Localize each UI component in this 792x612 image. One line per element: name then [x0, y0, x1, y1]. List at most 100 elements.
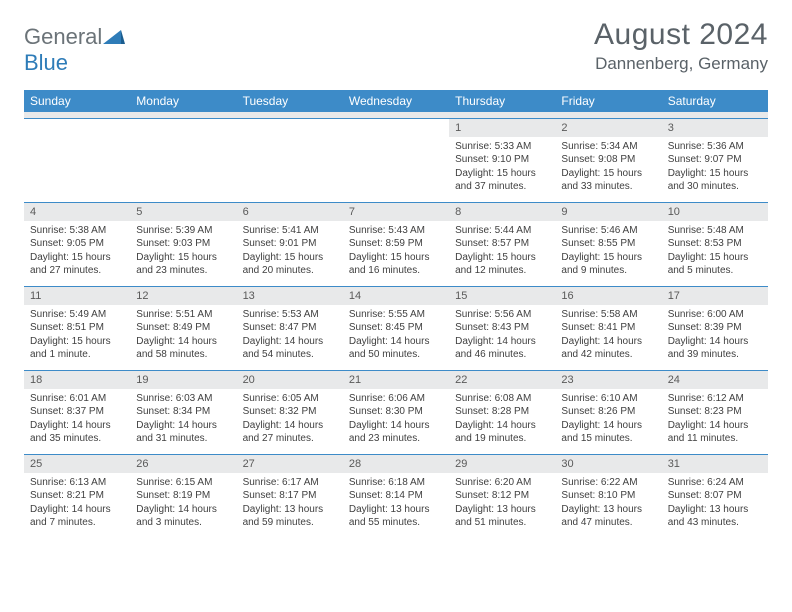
day-detail-cell: Sunrise: 5:33 AMSunset: 9:10 PMDaylight:… — [449, 137, 555, 203]
day-header-cell: Tuesday — [237, 90, 343, 112]
day-detail-cell: Sunrise: 5:38 AMSunset: 9:05 PMDaylight:… — [24, 221, 130, 287]
day-detail-cell: Sunrise: 6:05 AMSunset: 8:32 PMDaylight:… — [237, 389, 343, 455]
day-detail-cell: Sunrise: 6:15 AMSunset: 8:19 PMDaylight:… — [130, 473, 236, 538]
day-number-row: 25262728293031 — [24, 454, 768, 473]
day-detail-cell — [24, 137, 130, 203]
day-detail-cell: Sunrise: 5:48 AMSunset: 8:53 PMDaylight:… — [662, 221, 768, 287]
day-number-cell: 24 — [662, 370, 768, 389]
day-number-cell — [237, 118, 343, 137]
day-detail-cell: Sunrise: 6:08 AMSunset: 8:28 PMDaylight:… — [449, 389, 555, 455]
day-number-cell: 20 — [237, 370, 343, 389]
calendar-table: SundayMondayTuesdayWednesdayThursdayFrid… — [24, 90, 768, 538]
day-detail-cell: Sunrise: 6:17 AMSunset: 8:17 PMDaylight:… — [237, 473, 343, 538]
day-number-cell: 7 — [343, 202, 449, 221]
day-detail-cell: Sunrise: 5:34 AMSunset: 9:08 PMDaylight:… — [555, 137, 661, 203]
brand-logo: GeneralBlue — [24, 24, 125, 76]
day-number-cell: 19 — [130, 370, 236, 389]
day-header-row: SundayMondayTuesdayWednesdayThursdayFrid… — [24, 90, 768, 112]
day-detail-cell: Sunrise: 5:43 AMSunset: 8:59 PMDaylight:… — [343, 221, 449, 287]
day-number-row: 45678910 — [24, 202, 768, 221]
day-number-row: 123 — [24, 118, 768, 137]
day-detail-cell — [237, 137, 343, 203]
day-detail-cell: Sunrise: 6:03 AMSunset: 8:34 PMDaylight:… — [130, 389, 236, 455]
day-detail-cell: Sunrise: 6:10 AMSunset: 8:26 PMDaylight:… — [555, 389, 661, 455]
day-number-cell: 17 — [662, 286, 768, 305]
day-number-cell: 29 — [449, 454, 555, 473]
day-number-cell — [130, 118, 236, 137]
day-number-cell: 12 — [130, 286, 236, 305]
brand-part1: General — [24, 24, 102, 49]
day-detail-cell: Sunrise: 5:46 AMSunset: 8:55 PMDaylight:… — [555, 221, 661, 287]
day-number-cell: 21 — [343, 370, 449, 389]
day-number-cell — [343, 118, 449, 137]
calendar-page: GeneralBlue August 2024 Dannenberg, Germ… — [0, 0, 792, 550]
day-detail-cell: Sunrise: 5:53 AMSunset: 8:47 PMDaylight:… — [237, 305, 343, 371]
title-block: August 2024 Dannenberg, Germany — [594, 18, 768, 74]
day-number-cell: 30 — [555, 454, 661, 473]
day-number-row: 18192021222324 — [24, 370, 768, 389]
day-header-cell: Friday — [555, 90, 661, 112]
day-header-cell: Wednesday — [343, 90, 449, 112]
day-number-cell: 4 — [24, 202, 130, 221]
day-detail-cell: Sunrise: 6:12 AMSunset: 8:23 PMDaylight:… — [662, 389, 768, 455]
calendar-head: SundayMondayTuesdayWednesdayThursdayFrid… — [24, 90, 768, 112]
day-number-cell: 5 — [130, 202, 236, 221]
day-number-cell: 11 — [24, 286, 130, 305]
day-number-cell: 6 — [237, 202, 343, 221]
day-detail-cell: Sunrise: 6:24 AMSunset: 8:07 PMDaylight:… — [662, 473, 768, 538]
day-detail-row: Sunrise: 6:01 AMSunset: 8:37 PMDaylight:… — [24, 389, 768, 455]
day-detail-row: Sunrise: 6:13 AMSunset: 8:21 PMDaylight:… — [24, 473, 768, 538]
day-number-cell: 14 — [343, 286, 449, 305]
day-number-cell: 13 — [237, 286, 343, 305]
day-number-cell: 27 — [237, 454, 343, 473]
day-number-cell: 3 — [662, 118, 768, 137]
day-header-cell: Monday — [130, 90, 236, 112]
day-detail-cell: Sunrise: 6:13 AMSunset: 8:21 PMDaylight:… — [24, 473, 130, 538]
month-title: August 2024 — [594, 18, 768, 52]
calendar-body: 123Sunrise: 5:33 AMSunset: 9:10 PMDaylig… — [24, 112, 768, 538]
day-header-cell: Sunday — [24, 90, 130, 112]
day-detail-cell: Sunrise: 5:36 AMSunset: 9:07 PMDaylight:… — [662, 137, 768, 203]
day-detail-cell: Sunrise: 6:18 AMSunset: 8:14 PMDaylight:… — [343, 473, 449, 538]
day-number-cell: 15 — [449, 286, 555, 305]
day-detail-cell: Sunrise: 5:44 AMSunset: 8:57 PMDaylight:… — [449, 221, 555, 287]
day-number-row: 11121314151617 — [24, 286, 768, 305]
day-number-cell: 25 — [24, 454, 130, 473]
day-detail-cell: Sunrise: 6:01 AMSunset: 8:37 PMDaylight:… — [24, 389, 130, 455]
day-number-cell: 1 — [449, 118, 555, 137]
day-number-cell: 9 — [555, 202, 661, 221]
location: Dannenberg, Germany — [594, 54, 768, 74]
day-detail-cell: Sunrise: 5:41 AMSunset: 9:01 PMDaylight:… — [237, 221, 343, 287]
day-number-cell: 16 — [555, 286, 661, 305]
brand-text: GeneralBlue — [24, 24, 125, 76]
brand-part2: Blue — [24, 50, 68, 75]
day-detail-cell: Sunrise: 5:58 AMSunset: 8:41 PMDaylight:… — [555, 305, 661, 371]
day-number-cell: 31 — [662, 454, 768, 473]
day-detail-cell: Sunrise: 5:49 AMSunset: 8:51 PMDaylight:… — [24, 305, 130, 371]
day-detail-cell: Sunrise: 6:22 AMSunset: 8:10 PMDaylight:… — [555, 473, 661, 538]
day-detail-cell — [130, 137, 236, 203]
day-number-cell: 10 — [662, 202, 768, 221]
day-number-cell: 18 — [24, 370, 130, 389]
day-header-cell: Saturday — [662, 90, 768, 112]
day-detail-cell: Sunrise: 5:55 AMSunset: 8:45 PMDaylight:… — [343, 305, 449, 371]
day-number-cell: 28 — [343, 454, 449, 473]
day-number-cell: 22 — [449, 370, 555, 389]
day-detail-cell: Sunrise: 5:56 AMSunset: 8:43 PMDaylight:… — [449, 305, 555, 371]
day-detail-cell: Sunrise: 5:51 AMSunset: 8:49 PMDaylight:… — [130, 305, 236, 371]
day-detail-cell: Sunrise: 6:20 AMSunset: 8:12 PMDaylight:… — [449, 473, 555, 538]
day-number-cell: 8 — [449, 202, 555, 221]
day-header-cell: Thursday — [449, 90, 555, 112]
sail-icon — [103, 24, 125, 40]
day-detail-row: Sunrise: 5:38 AMSunset: 9:05 PMDaylight:… — [24, 221, 768, 287]
header: GeneralBlue August 2024 Dannenberg, Germ… — [24, 18, 768, 76]
day-detail-row: Sunrise: 5:33 AMSunset: 9:10 PMDaylight:… — [24, 137, 768, 203]
day-detail-cell: Sunrise: 6:00 AMSunset: 8:39 PMDaylight:… — [662, 305, 768, 371]
day-detail-row: Sunrise: 5:49 AMSunset: 8:51 PMDaylight:… — [24, 305, 768, 371]
day-detail-cell: Sunrise: 6:06 AMSunset: 8:30 PMDaylight:… — [343, 389, 449, 455]
day-number-cell: 23 — [555, 370, 661, 389]
day-number-cell: 26 — [130, 454, 236, 473]
day-number-cell: 2 — [555, 118, 661, 137]
day-number-cell — [24, 118, 130, 137]
day-detail-cell — [343, 137, 449, 203]
